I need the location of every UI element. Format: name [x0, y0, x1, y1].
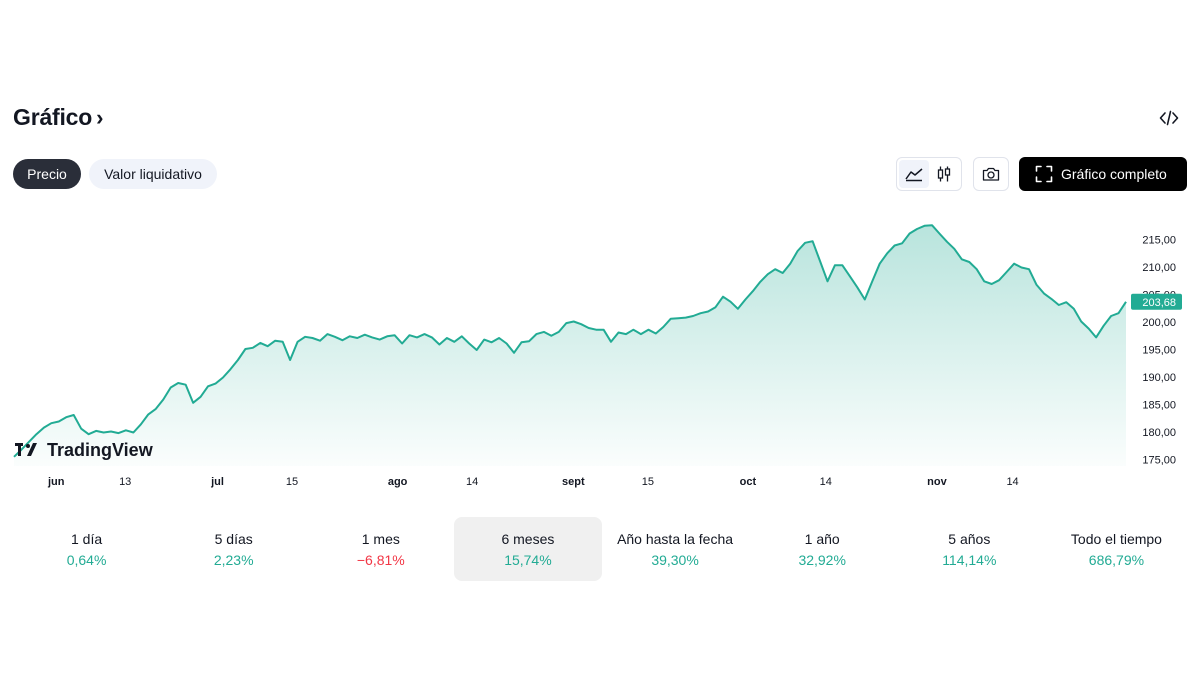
page-title: Gráfico — [13, 104, 93, 130]
chevron-right-icon: › — [96, 105, 104, 130]
code-icon — [1159, 110, 1179, 126]
candlestick-chart-button[interactable] — [929, 160, 959, 188]
y-tick-label: 200,00 — [1142, 317, 1176, 329]
full-chart-button[interactable]: Gráfico completo — [1019, 157, 1187, 191]
period-label: 1 año — [804, 530, 840, 547]
last-price-badge — [1131, 293, 1182, 310]
x-tick-label: ago — [388, 476, 408, 488]
period-card[interactable]: 1 día 0,64% — [13, 517, 160, 581]
x-tick-label: nov — [927, 476, 947, 488]
period-label: 5 años — [948, 530, 991, 547]
fullscreen-icon — [1035, 165, 1053, 183]
period-card[interactable]: 1 mes −6,81% — [307, 517, 454, 581]
tradingview-watermark: TradingView — [15, 440, 154, 460]
period-label: 1 día — [70, 530, 103, 547]
period-value: 39,30% — [651, 551, 699, 568]
x-tick-label: 15 — [642, 476, 654, 488]
period-label: 5 días — [214, 530, 253, 547]
x-tick-label: 13 — [119, 476, 131, 488]
period-value: 32,92% — [798, 551, 846, 568]
y-tick-label: 175,00 — [1142, 455, 1176, 467]
watermark-text: TradingView — [47, 440, 154, 460]
period-label: Todo el tiempo — [1070, 530, 1162, 547]
period-label: 6 meses — [501, 530, 555, 547]
period-card[interactable]: 5 días 2,23% — [160, 517, 307, 581]
last-price-marker: 203,68 — [1131, 293, 1182, 310]
period-value: 0,64% — [66, 551, 107, 568]
tab-nav-value[interactable]: Valor liquidativo — [89, 159, 217, 189]
y-tick-label: 190,00 — [1142, 372, 1176, 384]
x-tick-label: 14 — [466, 476, 478, 488]
y-tick-label: 185,00 — [1142, 400, 1176, 412]
period-card[interactable]: Todo el tiempo 686,79% — [1043, 517, 1190, 581]
period-label: 1 mes — [361, 530, 400, 547]
tradingview-logo-icon — [15, 443, 37, 456]
x-axis: jun 13 jul 15 ago 14 sept 15 oct 14 nov 14 — [47, 476, 1019, 488]
y-tick-label: 215,00 — [1142, 235, 1176, 247]
area-chart-button[interactable] — [899, 160, 929, 188]
chart-type-toggle — [896, 157, 962, 191]
last-price-label: 203,68 — [1142, 297, 1176, 309]
chart-header[interactable]: Gráfico › — [13, 104, 103, 131]
x-tick-label: jul — [210, 476, 224, 488]
period-value: 15,74% — [504, 551, 552, 568]
x-tick-label: 14 — [820, 476, 832, 488]
area-chart-icon — [905, 168, 923, 182]
full-chart-label: Gráfico completo — [1061, 166, 1167, 182]
x-tick-label: 15 — [286, 476, 298, 488]
camera-icon — [982, 167, 1000, 181]
x-tick-label: 14 — [1006, 476, 1018, 488]
period-returns: 1 día 0,64% 5 días 2,23% 1 mes −6,81% 6 meses 1… — [13, 517, 1190, 581]
embed-code-button[interactable] — [1157, 106, 1181, 130]
x-tick-label: sept — [562, 476, 585, 488]
period-label: Año hasta la fecha — [617, 530, 734, 547]
x-tick-label: jun — [47, 476, 65, 488]
period-value: 2,23% — [213, 551, 254, 568]
x-tick-label: oct — [740, 476, 757, 488]
y-tick-label: 210,00 — [1142, 262, 1176, 274]
period-value: 114,14% — [942, 551, 997, 568]
period-value: 686,79% — [1088, 551, 1145, 568]
y-tick-label: 180,00 — [1142, 427, 1176, 439]
period-value: −6,81% — [356, 551, 405, 568]
snapshot-button[interactable] — [973, 157, 1009, 191]
y-axis: 175,00180,00185,00190,00195,00200,00205,… — [1142, 235, 1176, 467]
period-card[interactable]: 1 año 32,92% — [749, 517, 896, 581]
period-card[interactable]: 5 años 114,14% — [896, 517, 1043, 581]
series-area — [14, 225, 1126, 466]
y-tick-label: 195,00 — [1142, 345, 1176, 357]
period-card[interactable]: Año hasta la fecha 39,30% — [602, 517, 749, 581]
period-card[interactable]: 6 meses 15,74% — [454, 517, 602, 581]
series-line — [13, 224, 1127, 458]
tab-price[interactable]: Precio — [13, 159, 81, 189]
candlestick-icon — [937, 166, 951, 182]
price-chart[interactable]: 175,00180,00185,00190,00195,00200,00205,… — [0, 200, 1200, 500]
